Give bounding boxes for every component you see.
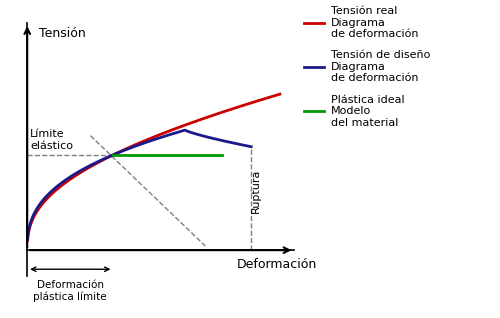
- Text: Límite
elástico: Límite elástico: [30, 129, 73, 150]
- Text: Ruptura: Ruptura: [250, 169, 260, 213]
- Text: Deformación
plástica límite: Deformación plástica límite: [34, 280, 107, 302]
- Text: Tensión: Tensión: [38, 27, 86, 40]
- Legend: Tensión real
Diagrama
de deformación, Tensión de diseño
Diagrama
de deformación,: Tensión real Diagrama de deformación, Te…: [300, 2, 434, 132]
- Text: Deformación: Deformación: [237, 259, 317, 272]
